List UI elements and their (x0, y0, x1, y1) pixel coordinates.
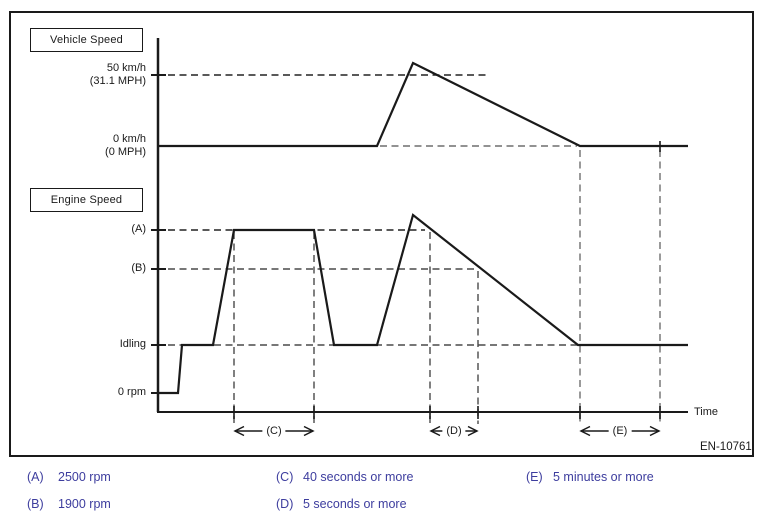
label-0mph: (0 MPH) (105, 146, 146, 158)
interval-arrow-c-left-arrowhead-icon (233, 425, 245, 437)
interval-label-c: (C) (262, 425, 286, 437)
engine-axis-label-b: (B) (131, 262, 146, 274)
vehicle-axis-label-50kmh: 50 km/h (31.1 MPH) (40, 62, 146, 88)
label-31mph: (31.1 MPH) (89, 75, 146, 87)
legend-value-d: 5 seconds or more (303, 497, 407, 511)
interval-arrow-e-right-arrowhead-icon (649, 425, 661, 437)
vehicle-speed-title: Vehicle Speed (50, 34, 123, 46)
legend-key-b: (B) (27, 497, 44, 511)
vehicle-speed-title-box: Vehicle Speed (30, 28, 143, 52)
time-axis-label: Time (694, 406, 719, 418)
engine-speed-title-box: Engine Speed (30, 188, 143, 212)
legend-key-e: (E) (526, 470, 543, 484)
label-50kmh: 50 km/h (106, 62, 146, 74)
legend-value-e: 5 minutes or more (553, 470, 654, 484)
engine-axis-label-idling: Idling (119, 338, 146, 350)
legend-item-a: (A) 2500 rpm (27, 470, 111, 484)
vehicle-speed-trace (158, 61, 688, 148)
figure-id: EN-10761 (700, 441, 752, 453)
engine-axis-label-a: (A) (131, 223, 146, 235)
interval-arrow-d-left-arrowhead-icon (429, 425, 441, 437)
legend-value-c: 40 seconds or more (303, 470, 414, 484)
interval-arrow-e-left-arrowhead-icon (579, 425, 591, 437)
legend-value-a: 2500 rpm (58, 470, 111, 484)
legend-key-d: (D) (276, 497, 294, 511)
legend-key-a: (A) (27, 470, 44, 484)
legend-item-c: (C) 40 seconds or more (276, 470, 413, 484)
diagram-border (9, 11, 754, 457)
legend-key-c: (C) (276, 470, 294, 484)
interval-label-d: (D) (442, 425, 466, 437)
legend-value-b: 1900 rpm (58, 497, 111, 511)
legend-item-e: (E) 5 minutes or more (526, 470, 654, 484)
vehicle-axis-label-0kmh: 0 km/h (0 MPH) (40, 133, 146, 159)
engine-speed-title: Engine Speed (50, 194, 123, 206)
legend-item-d: (D) 5 seconds or more (276, 497, 407, 511)
interval-label-e: (E) (608, 425, 632, 437)
engine-axis-label-0rpm: 0 rpm (117, 386, 146, 398)
legend-item-b: (B) 1900 rpm (27, 497, 111, 511)
interval-arrow-d-right-arrowhead-icon (467, 425, 479, 437)
engine-speed-trace (158, 213, 688, 395)
interval-arrow-c-right-arrowhead-icon (303, 425, 315, 437)
label-0kmh: 0 km/h (112, 133, 146, 145)
